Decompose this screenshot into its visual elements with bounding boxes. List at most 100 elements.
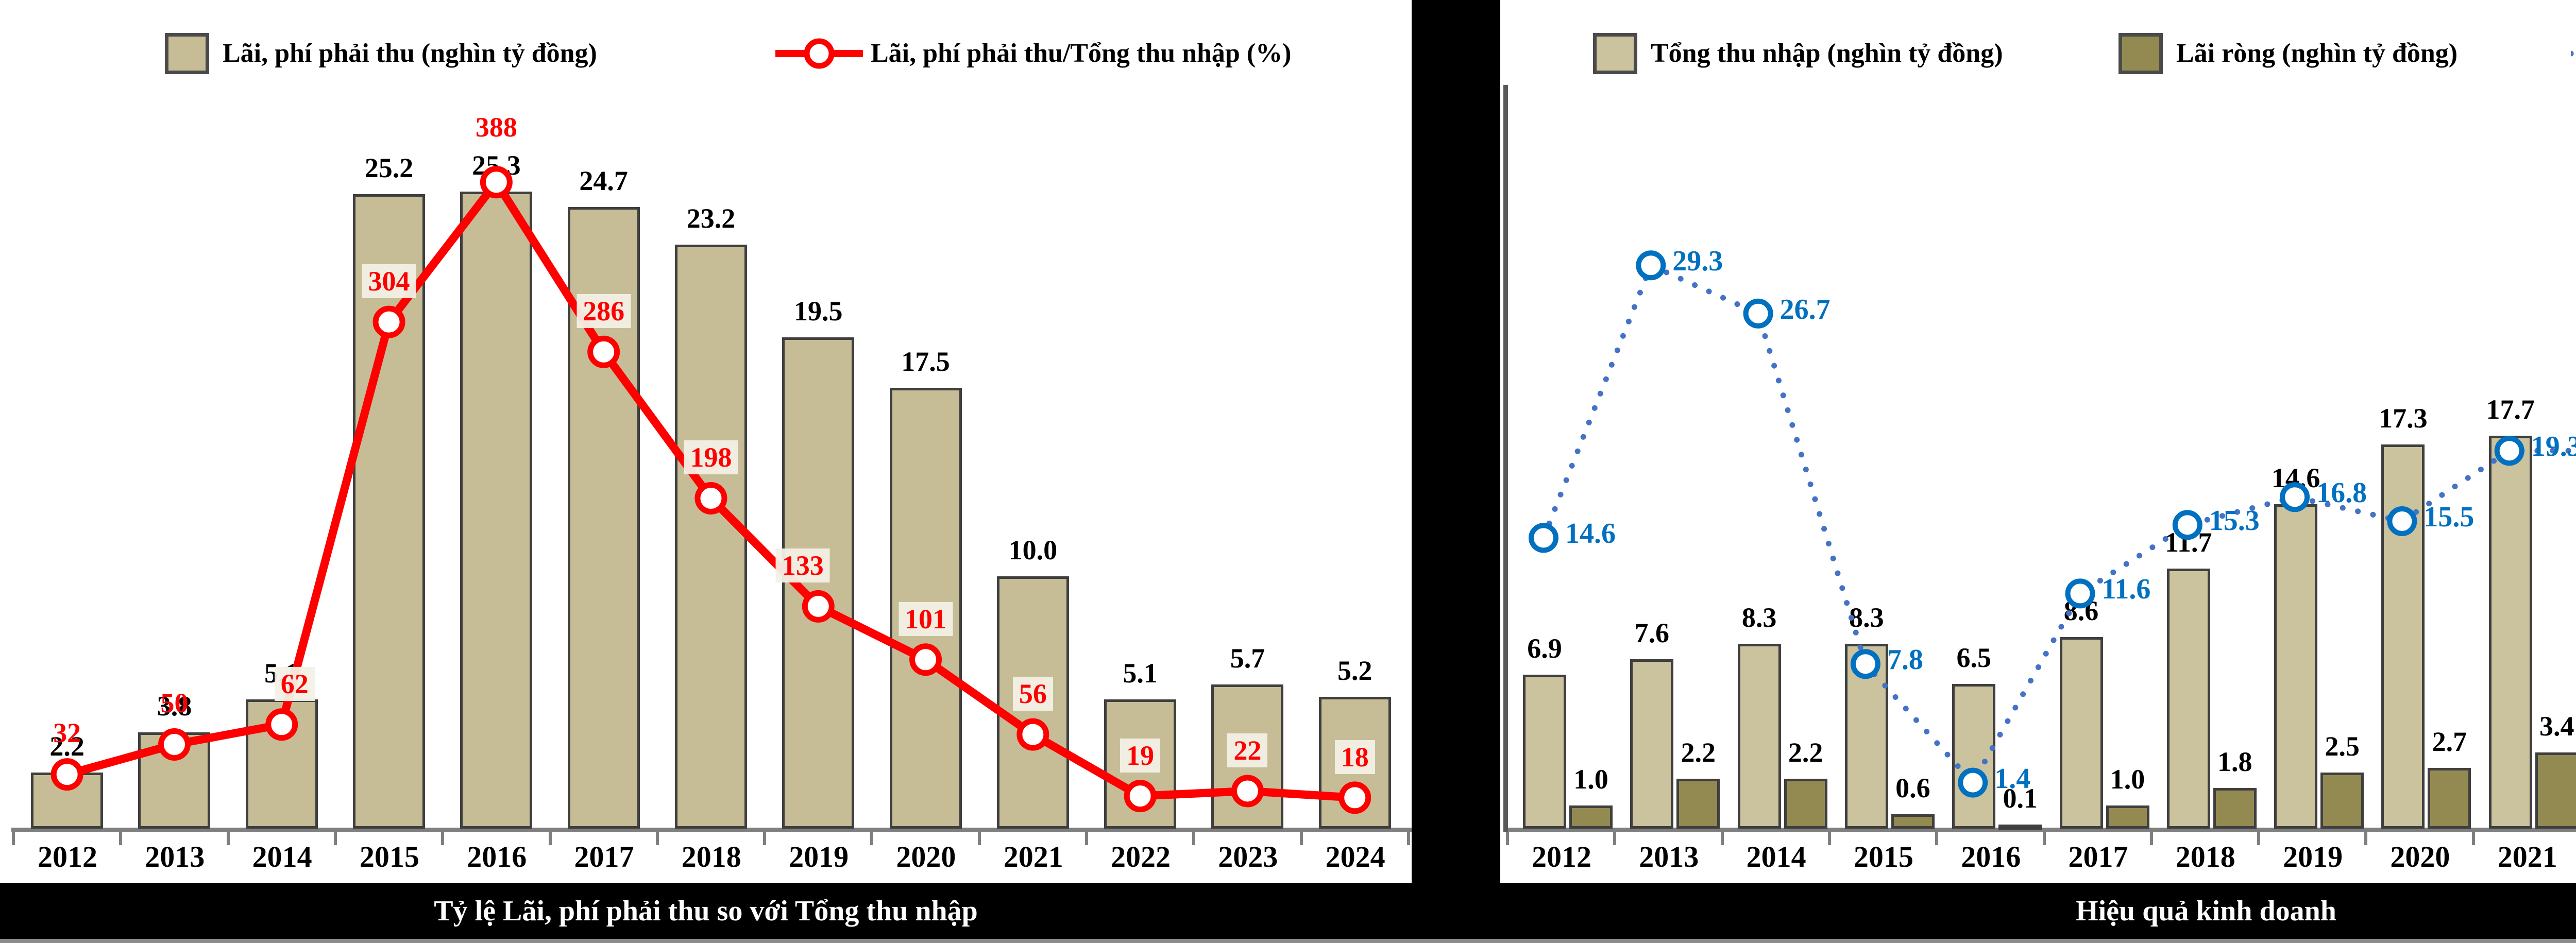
bar-net-profit-2014 [1784,779,1827,829]
bar-net-profit-2021 [2535,752,2576,829]
net-margin-line-marker [2065,578,2095,609]
bar-total-income-2017 [2059,637,2103,829]
total-income-swatch-icon [1593,33,1637,74]
receivables-ratio-line-marker [1338,781,1371,814]
x-axis-year-label: 2016 [1961,840,2021,873]
bar-value-label: 8.3 [1741,602,1777,633]
line-value-label: 388 [475,111,517,143]
x-axis-year-label: 2015 [359,840,419,873]
x-axis-tick [2257,832,2261,845]
x-axis-tick [870,832,874,845]
x-axis-year-label: 2012 [1532,840,1591,873]
legend-item-net-profit: Lãi ròng (nghìn tỷ đồng) [2119,30,2562,77]
line-value-label: 62 [274,666,315,701]
line-value-label: 15.3 [2209,505,2260,537]
bar-net-profit-2018 [2213,787,2257,829]
x-axis-tick [2149,832,2153,845]
bar-receivables-2018 [674,244,747,829]
line-value-label: 11.6 [2102,573,2151,606]
bar-total-income-2021 [2488,435,2532,829]
net-margin-line-marker [2172,510,2202,540]
line-value-label: 50 [160,687,189,718]
receivables-ratio-line-marker [694,482,727,515]
bar-value-label: 19.5 [794,296,843,327]
line-value-label: 198 [684,440,738,475]
bar-value-label: 6.9 [1527,633,1562,664]
bar-value-label: 10.0 [1008,535,1058,565]
line-value-label: 22 [1227,733,1268,767]
line-value-label: 14.6 [1565,518,1616,550]
x-axis-year-label: 2019 [2283,840,2343,873]
bar-value-label: 1.0 [1573,764,1608,795]
bar-value-label: 5.1 [1123,658,1158,689]
line-value-label: 19 [1120,738,1161,773]
bar-value-label: 7.6 [1634,618,1670,649]
receivables-ratio-line-marker [909,643,942,676]
bar-value-label: 17.7 [2486,393,2535,425]
line-value-label: 19.3 [2531,431,2576,463]
x-axis-year-label: 2021 [2497,840,2557,873]
receivables-ratio-line-marker [50,758,83,791]
net-margin-line-marker [1743,298,1773,329]
receivables-ratio-line-marker [480,166,513,199]
bar-value-label: 17.3 [2379,403,2428,434]
red-line-marker-icon [775,38,863,69]
bar-value-label: 0.6 [1895,773,1930,804]
x-axis-year-label: 2012 [38,840,97,873]
x-axis-tick [1506,832,1509,845]
net-margin-line-marker [2387,506,2417,536]
x-axis-tick [1935,832,1939,845]
x-axis-tick [2364,832,2368,845]
bar-net-profit-2017 [2106,805,2149,829]
receivables-ratio-line-marker [265,708,298,741]
bar-net-profit-2013 [1676,779,1720,829]
bar-receivables-2016 [460,192,533,829]
line-value-label: 18 [1334,740,1375,774]
line-value-label: 32 [53,717,81,748]
net-margin-line-marker [1529,523,1558,553]
bar-value-label: 1.8 [2217,746,2252,777]
bottom-rail [0,939,2576,943]
net-margin-line-marker [2280,482,2310,512]
receivables-ratio-line-marker [158,728,191,761]
bar-value-label: 2.2 [49,730,84,762]
x-axis-year-label: 2023 [1218,840,1278,873]
x-axis-year-label: 2018 [2175,840,2235,873]
x-axis-year-label: 2013 [145,840,205,873]
bar-value-label: 0.1 [2003,783,2038,814]
bar-value-label: 3.4 [2539,710,2574,742]
bar-value-label: 25.2 [364,152,414,184]
legend-label: Lãi, phí phải thu (nghìn tỷ đồng) [223,39,597,68]
net-margin-line [1529,250,2576,798]
receivables-ratio-line [50,166,1371,814]
legend-label: Lãi ròng (nghìn tỷ đồng) [2176,39,2458,68]
x-axis-tick [548,832,552,845]
bar-value-label: 1.0 [2110,764,2145,795]
x-axis-tick [12,832,15,845]
legend-item-total-income: Tổng thu nhập (nghìn tỷ đồng) [1593,30,2108,77]
x-axis-tick [333,832,337,845]
x-axis-year-label: 2014 [1746,840,1806,873]
x-axis-tick [1720,832,1724,845]
bar-value-label: 2.2 [1681,737,1716,768]
bar-value-label: 5.2 [1337,655,1372,687]
right-chart-title: Hiệu quả kinh doanh [1500,883,2576,939]
line-value-label: 56 [1012,677,1053,711]
bar-net-profit-2020 [2428,767,2471,829]
receivables-ratio-line-marker [802,590,835,623]
bar-total-income-2018 [2166,568,2210,829]
left-chart-panel: Lãi, phí phải thu (nghìn tỷ đồng) Lãi, p… [0,0,1412,883]
line-value-label: 7.8 [1887,644,1923,676]
net-margin-line-marker [1636,250,1666,281]
bar-total-income-2014 [1737,644,1781,829]
line-value-label: 15.5 [2424,501,2475,533]
line-value-label: 304 [362,264,416,299]
x-axis-tick [119,832,123,845]
x-axis-year-label: 2018 [681,840,741,873]
net-margin-line-marker [1850,649,1880,679]
bar-net-profit-2019 [2320,772,2364,829]
bar-value-label: 2.2 [1788,737,1823,768]
x-axis-tick [1299,832,1303,845]
bar-net-profit-2015 [1891,814,1935,829]
